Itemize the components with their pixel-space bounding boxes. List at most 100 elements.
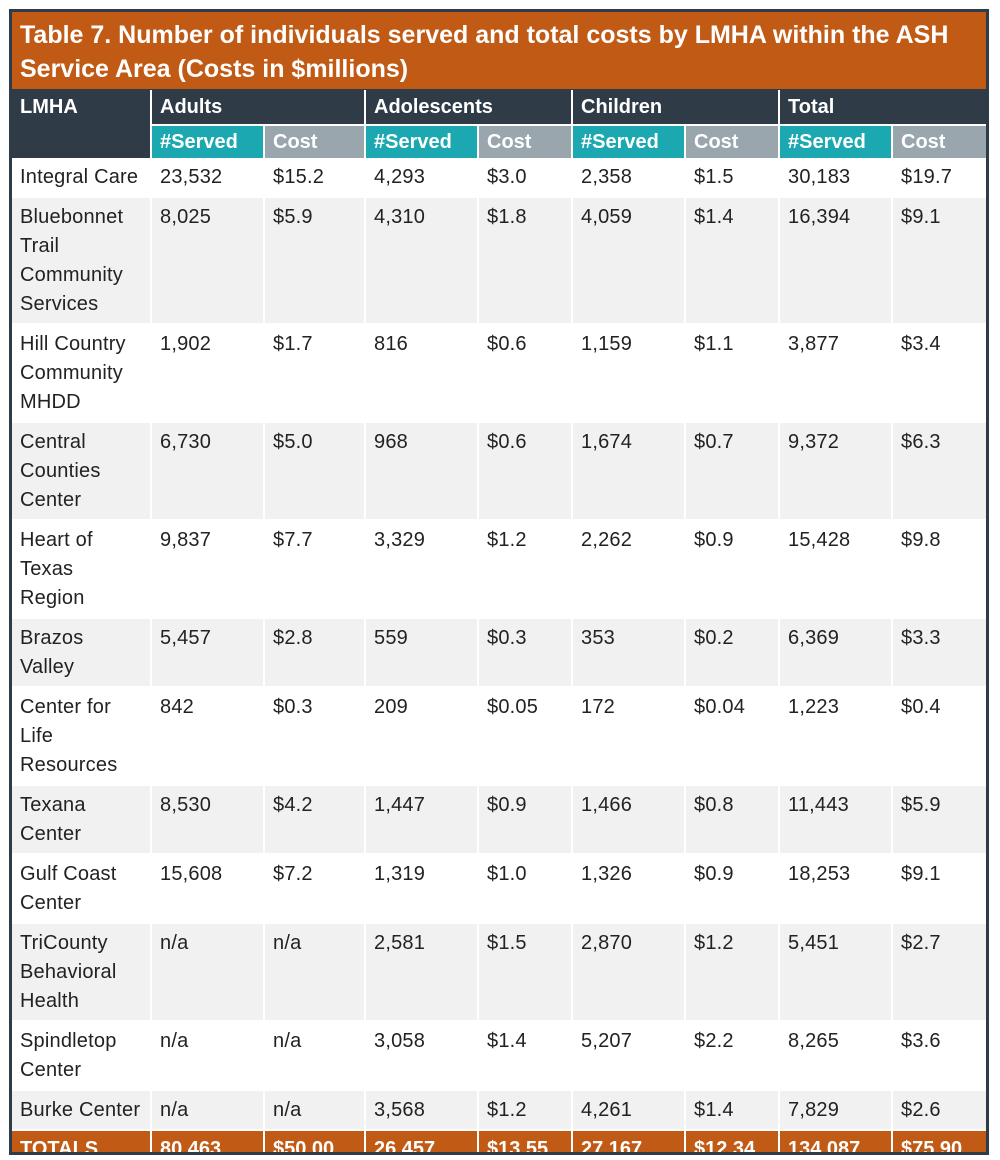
cost-cell: $2.7	[892, 923, 986, 1022]
served-cell: 1,326	[572, 854, 686, 924]
served-cell: 209	[365, 687, 479, 786]
lmha-name-cell: TriCounty Behavioral Health	[12, 923, 152, 1022]
cost-cell: $0.05	[478, 687, 573, 786]
adolescents-header: Adolescents	[365, 90, 573, 125]
totals-cell: 80,463	[151, 1129, 265, 1152]
cost-cell: $5.0	[264, 422, 366, 521]
served-cell: 816	[365, 324, 479, 423]
cost-cell: $1.7	[264, 324, 366, 423]
served-cell: 15,608	[151, 854, 265, 924]
served-cell: 1,466	[572, 785, 686, 855]
cost-cell: $5.9	[264, 197, 366, 325]
cost-cell: n/a	[264, 1021, 366, 1091]
served-cell: 2,581	[365, 923, 479, 1022]
served-cell: 559	[365, 618, 479, 688]
total-cost-header: Cost	[892, 124, 986, 158]
totals-label: TOTALS	[12, 1129, 152, 1152]
cost-cell: $0.6	[478, 422, 573, 521]
cost-cell: $0.7	[685, 422, 780, 521]
adolescents-served-header: #Served	[365, 124, 479, 158]
cost-cell: $1.2	[478, 520, 573, 619]
table-row: Central Counties Center 6,730 $5.0 968 $0.6 1…	[12, 422, 986, 521]
served-cell: 2,358	[572, 158, 686, 198]
served-cell: 1,223	[779, 687, 893, 786]
cost-cell: $0.9	[478, 785, 573, 855]
lmha-name-cell: Texana Center	[12, 785, 152, 855]
cost-cell: $0.6	[478, 324, 573, 423]
served-cell: 3,877	[779, 324, 893, 423]
cost-cell: $7.2	[264, 854, 366, 924]
cost-cell: $4.2	[264, 785, 366, 855]
cost-cell: $9.1	[892, 854, 986, 924]
served-cell: 5,451	[779, 923, 893, 1022]
cost-cell: $0.9	[685, 520, 780, 619]
served-cell: 15,428	[779, 520, 893, 619]
cost-cell: $9.1	[892, 197, 986, 325]
subheader-row: #Served Cost #Served Cost #Served Cost #…	[12, 124, 986, 158]
cost-cell: $3.6	[892, 1021, 986, 1091]
table-row: Bluebonnet Trail Community Services 8,025…	[12, 197, 986, 325]
served-cell: 8,530	[151, 785, 265, 855]
table-row: Gulf Coast Center 15,608 $7.2 1,319 $1.0 1,32…	[12, 854, 986, 924]
served-cell: 1,902	[151, 324, 265, 423]
served-cell: 2,262	[572, 520, 686, 619]
table-row: Spindletop Center n/a n/a 3,058 $1.4 5,207 $2.…	[12, 1021, 986, 1091]
served-cell: 11,443	[779, 785, 893, 855]
cost-cell: $1.5	[478, 923, 573, 1022]
cost-cell: $1.2	[478, 1090, 573, 1131]
adults-cost-header: Cost	[264, 124, 366, 158]
group-header-row: LMHA Adults Adolescents Children Total	[12, 90, 986, 125]
adults-served-header: #Served	[151, 124, 265, 158]
served-cell: 5,207	[572, 1021, 686, 1091]
served-cell: 4,310	[365, 197, 479, 325]
total-served-header: #Served	[779, 124, 893, 158]
served-cell: 1,159	[572, 324, 686, 423]
cost-cell: $1.1	[685, 324, 780, 423]
lmha-name-cell: Gulf Coast Center	[12, 854, 152, 924]
cost-cell: $0.9	[685, 854, 780, 924]
lmha-name-cell: Center for Life Resources	[12, 687, 152, 786]
lmha-name-cell: Integral Care	[12, 158, 152, 198]
adults-header: Adults	[151, 90, 366, 125]
lmha-name-cell: Burke Center	[12, 1090, 152, 1131]
served-cell: 172	[572, 687, 686, 786]
served-cell: 968	[365, 422, 479, 521]
served-cell: 4,059	[572, 197, 686, 325]
served-cell: 7,829	[779, 1090, 893, 1131]
cost-cell: $2.2	[685, 1021, 780, 1091]
cost-cell: $3.0	[478, 158, 573, 198]
totals-cell: $13.55	[478, 1129, 573, 1152]
served-cell: n/a	[151, 923, 265, 1022]
lmha-name-cell: Bluebonnet Trail Community Services	[12, 197, 152, 325]
adolescents-cost-header: Cost	[478, 124, 573, 158]
table-row: Hill Country Community MHDD 1,902 $1.7 816 $…	[12, 324, 986, 423]
totals-cell: 27,167	[572, 1129, 686, 1152]
served-cell: 4,293	[365, 158, 479, 198]
served-cell: 30,183	[779, 158, 893, 198]
cost-cell: n/a	[264, 923, 366, 1022]
cost-cell: $2.6	[892, 1090, 986, 1131]
served-cell: 1,674	[572, 422, 686, 521]
table-body: Integral Care 23,532 $15.2 4,293 $3.0 2,358 $1…	[12, 158, 986, 1131]
table-row: Integral Care 23,532 $15.2 4,293 $3.0 2,358 $1…	[12, 158, 986, 198]
cost-cell: $1.4	[685, 1090, 780, 1131]
served-cell: 16,394	[779, 197, 893, 325]
cost-cell: $0.3	[478, 618, 573, 688]
cost-cell: $3.4	[892, 324, 986, 423]
table-row: TriCounty Behavioral Health n/a n/a 2,581 $1…	[12, 923, 986, 1022]
served-cell: 1,319	[365, 854, 479, 924]
lmha-name-cell: Central Counties Center	[12, 422, 152, 521]
cost-cell: $3.3	[892, 618, 986, 688]
served-cell: 18,253	[779, 854, 893, 924]
lmha-name-cell: Heart of Texas Region	[12, 520, 152, 619]
cost-cell: $7.7	[264, 520, 366, 619]
served-cell: 4,261	[572, 1090, 686, 1131]
served-cell: 2,870	[572, 923, 686, 1022]
cost-cell: $1.4	[478, 1021, 573, 1091]
served-cell: 3,329	[365, 520, 479, 619]
totals-row: TOTALS 80,463 $50.00 26,457 $13.55 27,16…	[12, 1129, 986, 1152]
cost-cell: n/a	[264, 1090, 366, 1131]
lmha-name-cell: Brazos Valley	[12, 618, 152, 688]
served-cell: 3,568	[365, 1090, 479, 1131]
cost-cell: $0.8	[685, 785, 780, 855]
